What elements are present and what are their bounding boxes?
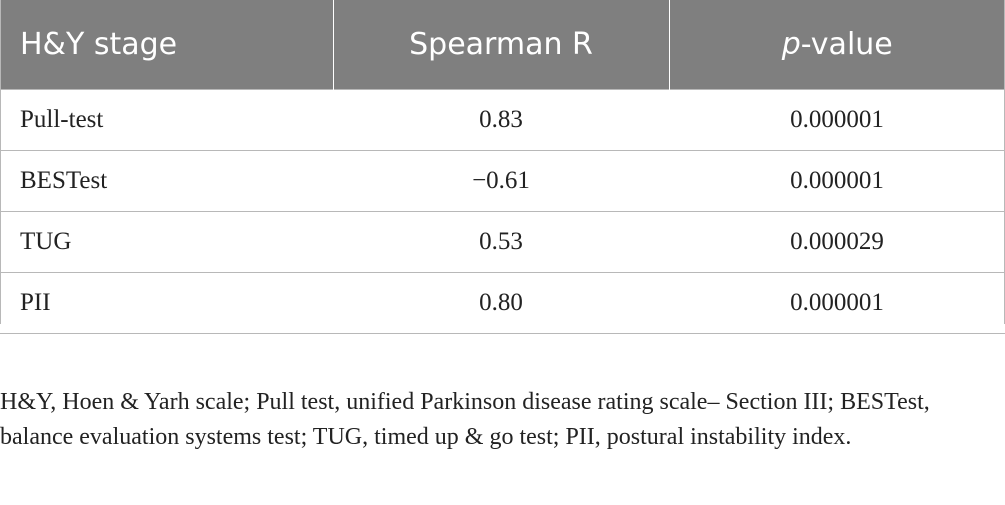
row-p-value: 0.000001 [669,88,1005,150]
row-spearman-r: 0.83 [333,88,669,150]
table-row: TUG 0.53 0.000029 [0,210,1005,272]
table-row: PII 0.80 0.000001 [0,271,1005,334]
header-p-value: p-value [668,0,1005,89]
table-header: H&Y stage Spearman R p-value [0,0,1005,89]
row-label: Pull-test [0,88,333,150]
row-spearman-r: −0.61 [333,149,669,211]
row-spearman-r: 0.80 [333,271,669,334]
correlation-table: H&Y stage Spearman R p-value Pull-test 0… [0,0,1005,334]
row-label: BESTest [0,149,333,211]
row-p-value: 0.000001 [669,271,1005,334]
header-p-rest: -value [800,26,893,62]
header-p-italic: p [781,26,801,62]
table-footnote: H&Y, Hoen & Yarh scale; Pull test, unifi… [0,389,930,450]
table-row: Pull-test 0.83 0.000001 [0,88,1005,150]
table-body: Pull-test 0.83 0.000001 BESTest −0.61 0.… [0,88,1005,334]
row-label: TUG [0,210,333,272]
table-row: BESTest −0.61 0.000001 [0,149,1005,211]
row-p-value: 0.000001 [669,149,1005,211]
header-row: H&Y stage Spearman R p-value [0,0,1005,89]
row-label: PII [0,271,333,334]
row-p-value: 0.000029 [669,210,1005,272]
header-hy-stage: H&Y stage [0,0,333,89]
row-spearman-r: 0.53 [333,210,669,272]
header-spearman-r: Spearman R [332,0,669,89]
